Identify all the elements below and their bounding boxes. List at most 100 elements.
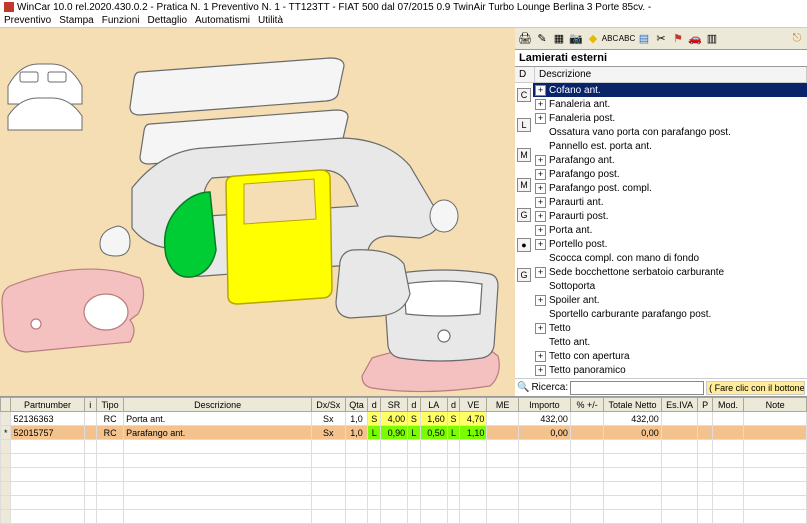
cell-me[interactable] [487, 426, 518, 440]
tree-item[interactable]: +Paraurti ant. [533, 195, 807, 209]
sidetool-dot[interactable]: ● [517, 238, 531, 252]
cell-d2[interactable]: S [408, 412, 421, 426]
sidetool-g1[interactable]: G [517, 208, 531, 222]
cell-pn[interactable]: 52015757 [11, 426, 84, 440]
cell-esiva[interactable] [661, 412, 698, 426]
expand-icon[interactable]: + [535, 99, 546, 110]
menu-automatismi[interactable]: Automatismi [195, 15, 250, 26]
cell-qta[interactable]: 1,0 [345, 426, 368, 440]
expand-icon[interactable]: + [535, 211, 546, 222]
grid-header-p[interactable]: P [698, 398, 713, 412]
sidetool-m1[interactable]: M [517, 148, 531, 162]
tree-item[interactable]: Tetto ant. [533, 335, 807, 349]
cell-tipo[interactable]: RC [97, 426, 124, 440]
edit-icon[interactable]: ✎ [534, 31, 550, 47]
grid-header-me[interactable]: ME [487, 398, 518, 412]
cell-qta[interactable]: 1,0 [345, 412, 368, 426]
spell2-icon[interactable]: ABC [619, 31, 635, 47]
tree-item[interactable]: +Parafango ant. [533, 153, 807, 167]
cell-d2[interactable]: L [408, 426, 421, 440]
tree-item[interactable]: Sottoporta [533, 279, 807, 293]
grid-header-pn[interactable]: Partnumber [11, 398, 84, 412]
grid-header-la[interactable]: LA [420, 398, 447, 412]
expand-icon[interactable]: + [535, 365, 546, 376]
expand-icon[interactable]: + [535, 239, 546, 250]
menu-stampa[interactable]: Stampa [59, 15, 93, 26]
cell-la[interactable]: 1,60 [420, 412, 447, 426]
list-icon[interactable]: ▥ [704, 31, 720, 47]
grid-header-sr[interactable]: SR [380, 398, 407, 412]
cell-dxsx[interactable]: Sx [312, 412, 345, 426]
cell-sr[interactable]: 0,90 [380, 426, 407, 440]
menu-preventivo[interactable]: Preventivo [4, 15, 51, 26]
grid-header-d1[interactable]: d [368, 398, 381, 412]
expand-icon[interactable]: + [535, 323, 546, 334]
tree-item[interactable]: +Fanaleria ant. [533, 97, 807, 111]
parts-grid[interactable]: PartnumberiTipoDescrizioneDx/SxQtadSRdLA… [0, 396, 807, 524]
table-row[interactable]: 52136363RCPorta ant.Sx1,0S4,00S1,60S4,70… [1, 412, 807, 426]
cell-pct[interactable] [570, 426, 603, 440]
warning-icon[interactable]: ◆ [585, 31, 601, 47]
table-row[interactable] [1, 510, 807, 524]
table-row[interactable] [1, 482, 807, 496]
grid-header-rh[interactable] [1, 398, 11, 412]
sidetool-l[interactable]: L [517, 118, 531, 132]
cut-icon[interactable]: ✂ [653, 31, 669, 47]
cell-esiva[interactable] [661, 426, 698, 440]
table-row[interactable] [1, 496, 807, 510]
cell-note[interactable] [744, 426, 807, 440]
cell-i[interactable] [84, 412, 97, 426]
expand-icon[interactable]: + [535, 169, 546, 180]
expand-icon[interactable]: + [535, 183, 546, 194]
grid-header-tot[interactable]: Totale Netto [604, 398, 661, 412]
tree-item[interactable]: Pannello est. porta ant. [533, 139, 807, 153]
grid-header-pct[interactable]: % +/- [570, 398, 603, 412]
tree-item[interactable]: +Parafango post. [533, 167, 807, 181]
expand-icon[interactable]: + [535, 85, 546, 96]
grid-header-ve[interactable]: VE [460, 398, 487, 412]
grid-header-tipo[interactable]: Tipo [97, 398, 124, 412]
sidetool-g2[interactable]: G [517, 268, 531, 282]
cell-mod[interactable] [712, 412, 743, 426]
cell-ve[interactable]: 1,10 [460, 426, 487, 440]
menu-dettaglio[interactable]: Dettaglio [148, 15, 187, 26]
tree-item[interactable]: +Tetto [533, 321, 807, 335]
expand-icon[interactable]: + [535, 113, 546, 124]
spell-icon[interactable]: ABC [602, 31, 618, 47]
tree-item[interactable]: +Tetto con apertura [533, 349, 807, 363]
tree-item[interactable]: +Spoiler ant. [533, 293, 807, 307]
tree-body[interactable]: +Cofano ant.+Fanaleria ant.+Fanaleria po… [533, 83, 807, 378]
table-row[interactable] [1, 440, 807, 454]
tree-item[interactable]: +Portello post. [533, 237, 807, 251]
cell-tot[interactable]: 432,00 [604, 412, 661, 426]
redflag-icon[interactable]: ⚑ [670, 31, 686, 47]
cell-me[interactable] [487, 412, 518, 426]
expand-icon[interactable]: + [535, 351, 546, 362]
grid-header-mod[interactable]: Mod. [712, 398, 743, 412]
table-row[interactable] [1, 468, 807, 482]
cell-pct[interactable] [570, 412, 603, 426]
tree-item[interactable]: Ossatura vano porta con parafango post. [533, 125, 807, 139]
cell-note[interactable] [744, 412, 807, 426]
car-icon[interactable]: 🚗 [687, 31, 703, 47]
sidetool-c[interactable]: C [517, 88, 531, 102]
tree-item[interactable]: Sportello carburante parafango post. [533, 307, 807, 321]
table-row[interactable] [1, 454, 807, 468]
expand-icon[interactable]: + [535, 155, 546, 166]
expand-icon[interactable]: + [535, 197, 546, 208]
cell-d3[interactable]: S [447, 412, 460, 426]
grid-header-i[interactable]: i [84, 398, 97, 412]
expand-icon[interactable]: + [535, 225, 546, 236]
cell-p[interactable] [698, 412, 713, 426]
sidetool-m2[interactable]: M [517, 178, 531, 192]
cell-d3[interactable]: L [447, 426, 460, 440]
tree-item[interactable]: +Paraurti post. [533, 209, 807, 223]
exploded-diagram[interactable] [0, 28, 515, 396]
tree-item[interactable]: +Cofano ant. [533, 83, 807, 97]
cell-rh[interactable] [1, 412, 11, 426]
cell-mod[interactable] [712, 426, 743, 440]
cell-desc[interactable]: Parafango ant. [124, 426, 312, 440]
cell-sr[interactable]: 4,00 [380, 412, 407, 426]
cell-la[interactable]: 0,50 [420, 426, 447, 440]
grid-header-d2[interactable]: d [408, 398, 421, 412]
